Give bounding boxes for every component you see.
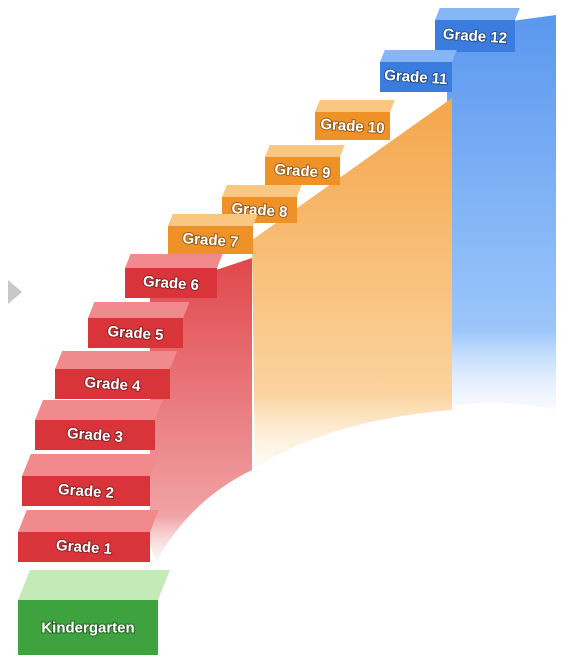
step-top: [380, 50, 457, 62]
step-top: [168, 214, 258, 226]
step-top: [315, 100, 395, 112]
staircase-diagram: Grade 12Grade 11Grade 10Grade 9Grade 8Gr…: [0, 0, 569, 659]
step-top: [18, 510, 159, 532]
step-top: [22, 454, 159, 476]
step-top: [88, 302, 189, 318]
step-top: [35, 400, 163, 420]
step-top: [222, 185, 302, 197]
blue-wall: [446, 15, 556, 410]
step-top: [265, 145, 345, 157]
step-top: [18, 570, 170, 600]
step-top: [125, 254, 223, 268]
arrow-hint: [8, 280, 22, 304]
step-label: Kindergarten: [41, 619, 134, 636]
step-top: [435, 8, 520, 20]
step-top: [55, 351, 177, 369]
